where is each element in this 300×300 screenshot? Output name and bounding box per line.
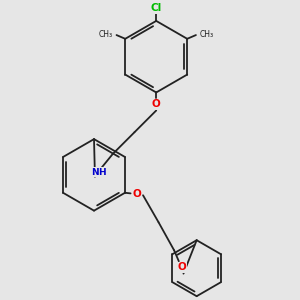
Text: CH₃: CH₃ bbox=[200, 30, 214, 39]
Text: O: O bbox=[132, 189, 141, 199]
Text: CH₃: CH₃ bbox=[99, 30, 113, 39]
Text: O: O bbox=[152, 99, 161, 109]
Text: Cl: Cl bbox=[151, 4, 162, 14]
Text: N: N bbox=[91, 168, 99, 177]
Text: H: H bbox=[99, 168, 106, 177]
Text: O: O bbox=[178, 262, 186, 272]
